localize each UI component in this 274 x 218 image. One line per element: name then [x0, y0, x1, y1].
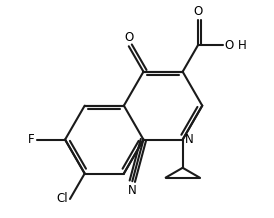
Text: N: N	[185, 133, 193, 146]
Text: O: O	[224, 39, 233, 52]
Text: H: H	[238, 39, 247, 52]
Text: F: F	[28, 133, 35, 146]
Text: O: O	[124, 31, 133, 44]
Text: O: O	[193, 5, 202, 18]
Text: N: N	[128, 184, 137, 197]
Text: Cl: Cl	[56, 192, 68, 206]
